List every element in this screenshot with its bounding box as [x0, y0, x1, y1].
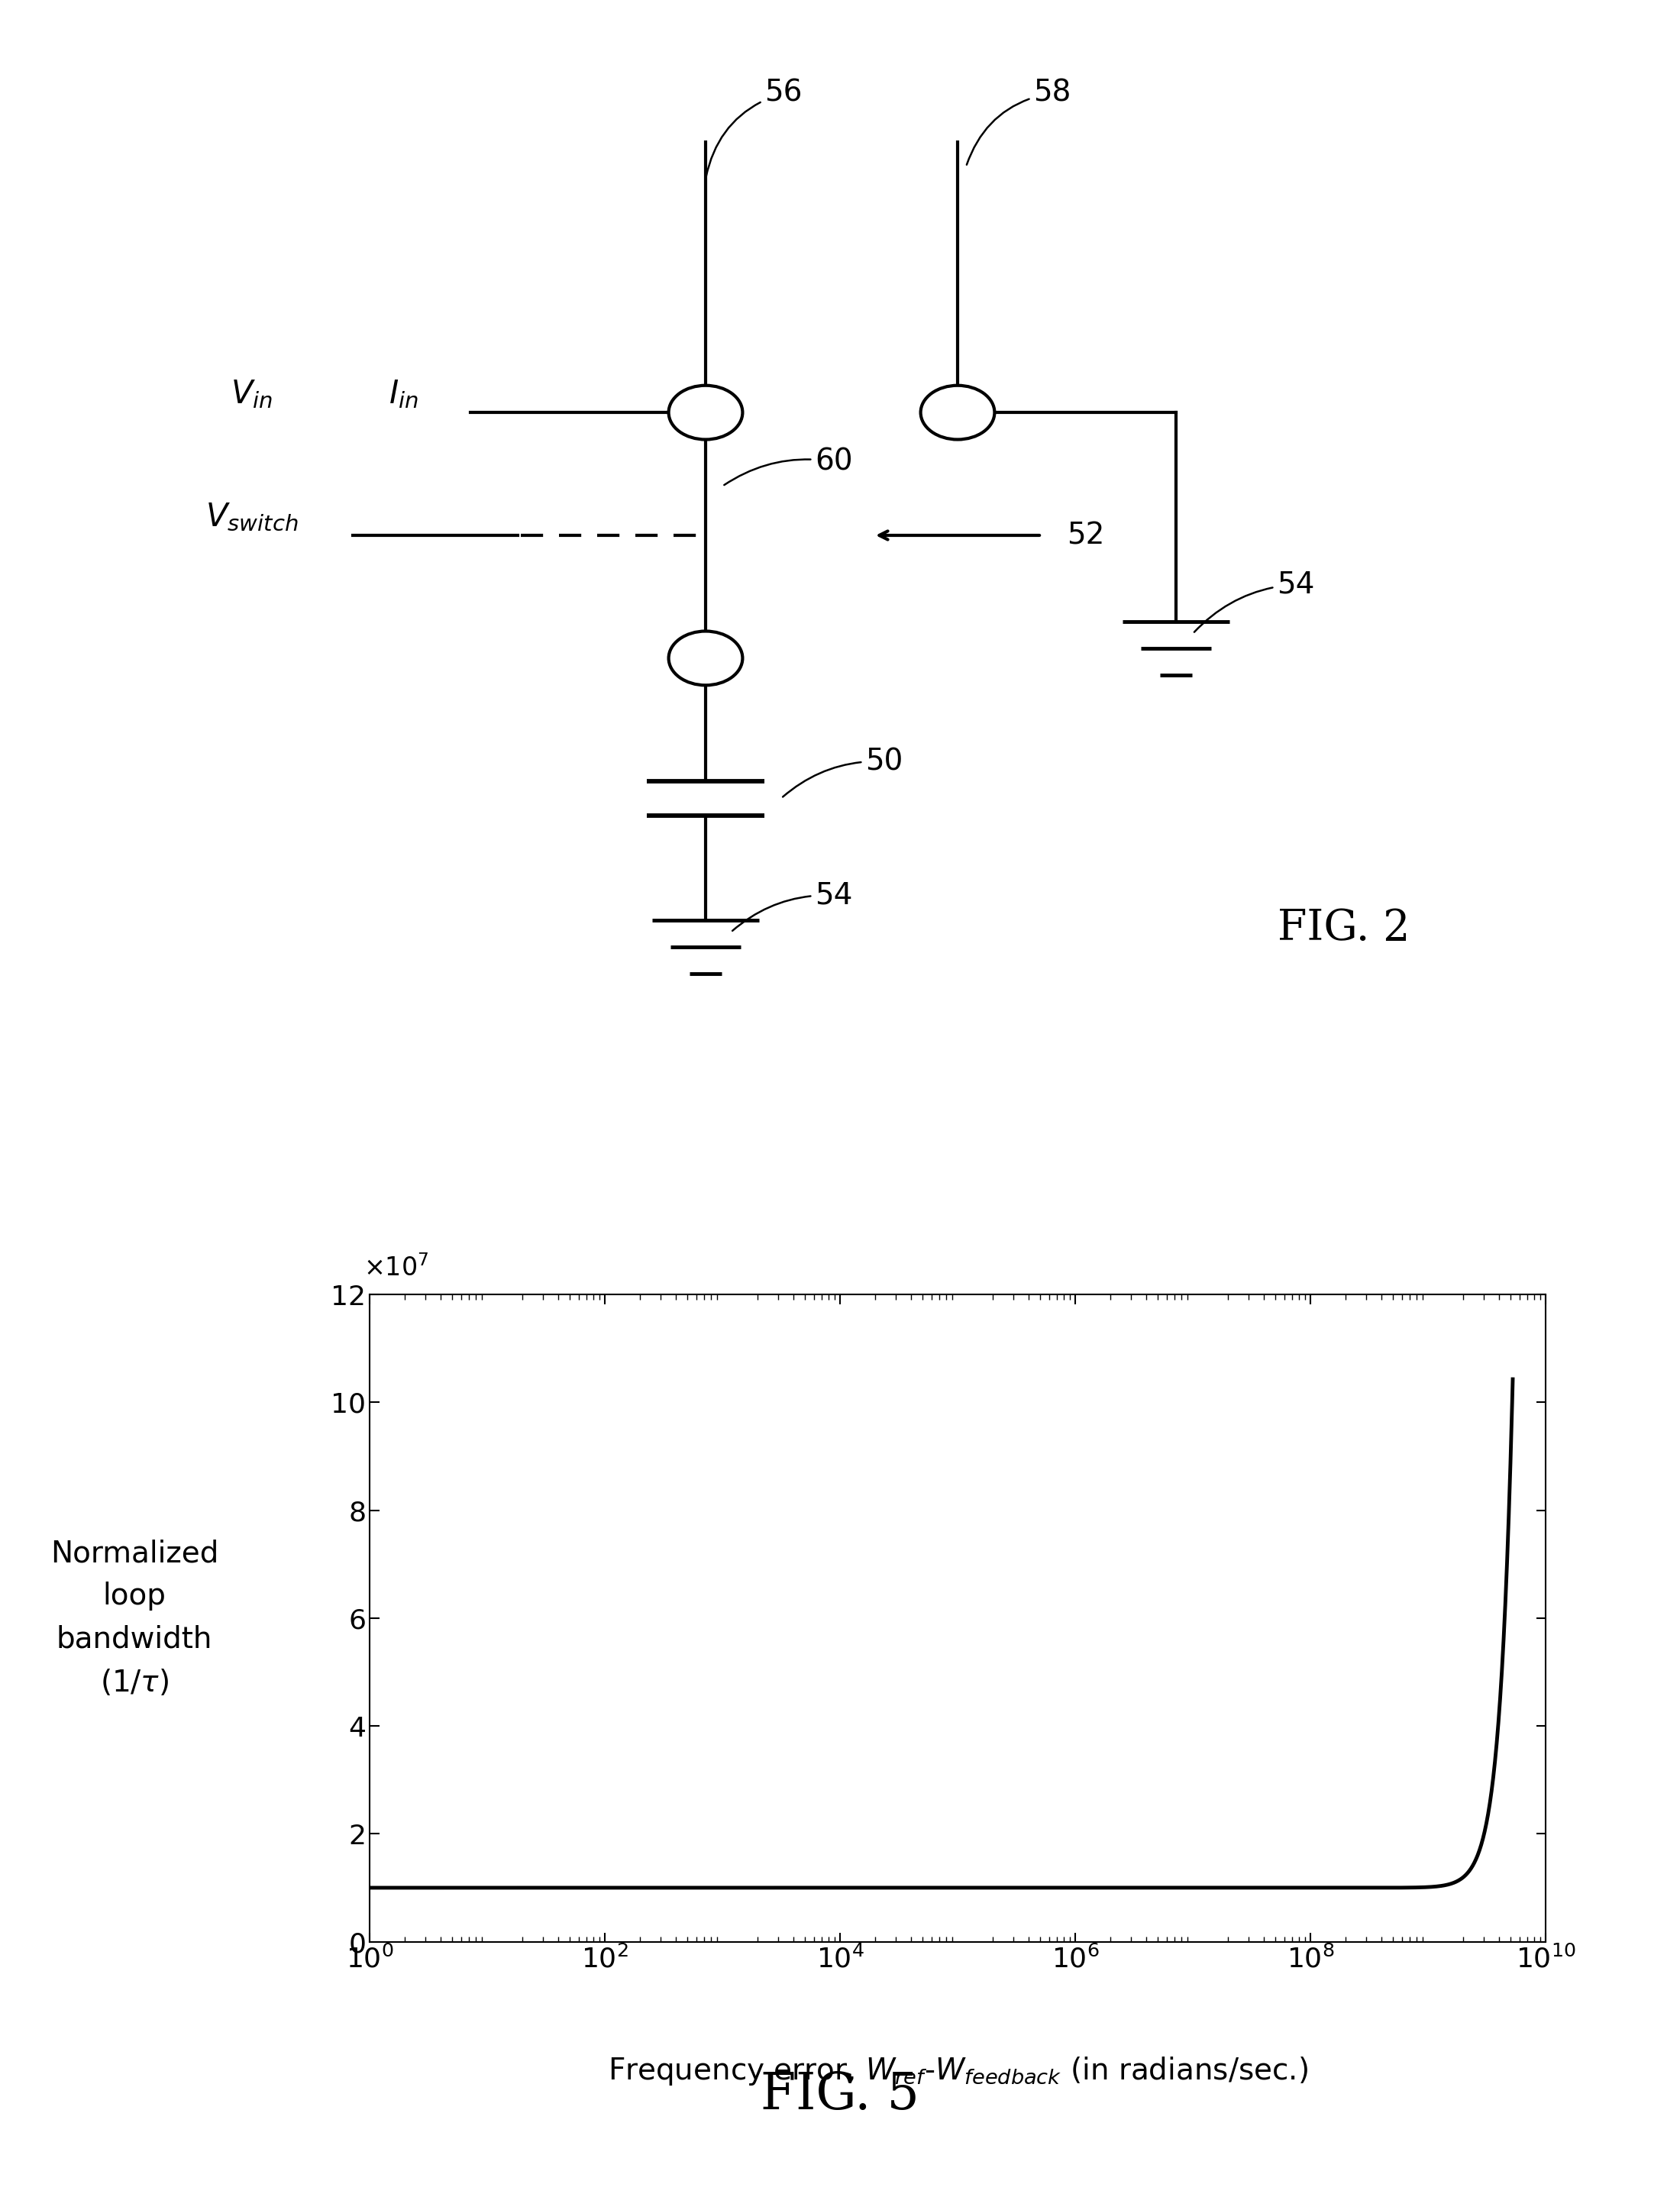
- Text: FIG. 5: FIG. 5: [761, 2071, 919, 2119]
- Text: $\times 10^7$: $\times 10^7$: [363, 1255, 428, 1281]
- Text: 50: 50: [783, 746, 902, 796]
- Text: 54: 54: [1194, 570, 1314, 632]
- Text: 54: 54: [732, 880, 852, 930]
- Circle shape: [669, 632, 743, 685]
- Text: Frequency error, $W_{ref}$-$W_{feedback}$ (in radians/sec.): Frequency error, $W_{ref}$-$W_{feedback}…: [608, 2056, 1307, 2086]
- Text: $V_{switch}$: $V_{switch}$: [205, 500, 299, 533]
- Text: 60: 60: [724, 448, 853, 485]
- Text: Normalized
loop
bandwidth
$(1/\tau)$: Normalized loop bandwidth $(1/\tau)$: [50, 1538, 218, 1698]
- Text: 52: 52: [1067, 520, 1104, 551]
- Text: $V_{in}$: $V_{in}$: [230, 377, 274, 410]
- Text: 58: 58: [966, 79, 1070, 165]
- Circle shape: [669, 386, 743, 439]
- Text: $I_{in}$: $I_{in}$: [388, 377, 418, 410]
- Text: 56: 56: [706, 79, 803, 178]
- Circle shape: [921, 386, 995, 439]
- Text: FIG. 2: FIG. 2: [1278, 908, 1410, 950]
